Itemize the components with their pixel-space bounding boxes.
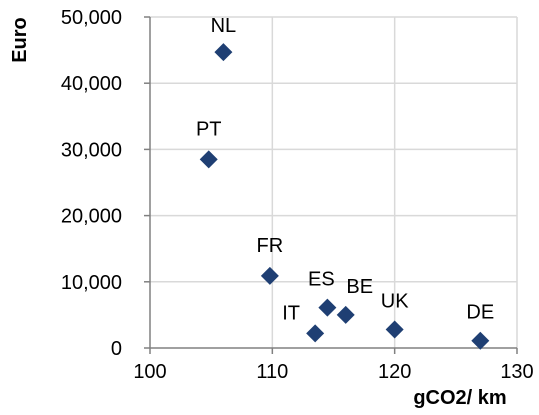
y-tick-label: 40,000 [61, 73, 122, 95]
point-label-be: BE [346, 276, 373, 298]
y-tick-label: 20,000 [61, 206, 122, 228]
grid [150, 16, 518, 348]
data-point-es [318, 298, 337, 317]
y-axis-title: Euro [9, 17, 31, 63]
data-point-pt [199, 150, 218, 169]
point-labels: NL PT FR ES BE IT UK DE [196, 15, 494, 324]
x-axis-ticks: 100 110 120 130 [133, 348, 534, 383]
y-tick-label: 0 [111, 338, 122, 360]
y-tick-label: 50,000 [61, 7, 122, 29]
x-tick-label: 120 [378, 361, 411, 383]
point-label-uk: UK [381, 290, 409, 312]
data-point-be [336, 305, 355, 324]
x-tick-label: 130 [500, 361, 533, 383]
data-point-fr [260, 266, 279, 285]
y-tick-label: 10,000 [61, 272, 122, 294]
data-points [199, 43, 490, 350]
point-label-es: ES [308, 269, 335, 291]
y-axis-ticks: 0 10,000 20,000 30,000 40,000 50,000 [61, 7, 150, 360]
data-point-nl [214, 43, 233, 62]
y-tick-label: 30,000 [61, 139, 122, 161]
data-point-de [471, 331, 490, 350]
point-label-fr: FR [257, 235, 284, 257]
point-label-it: IT [282, 302, 300, 324]
x-tick-label: 110 [256, 361, 288, 383]
data-point-it [306, 324, 325, 343]
data-point-uk [385, 320, 404, 339]
point-label-nl: NL [211, 15, 237, 37]
x-tick-label: 100 [133, 361, 166, 383]
point-label-pt: PT [196, 118, 222, 140]
point-label-de: DE [466, 302, 494, 324]
x-axis-title: gCO2/ km [413, 387, 506, 409]
axes [149, 17, 517, 349]
